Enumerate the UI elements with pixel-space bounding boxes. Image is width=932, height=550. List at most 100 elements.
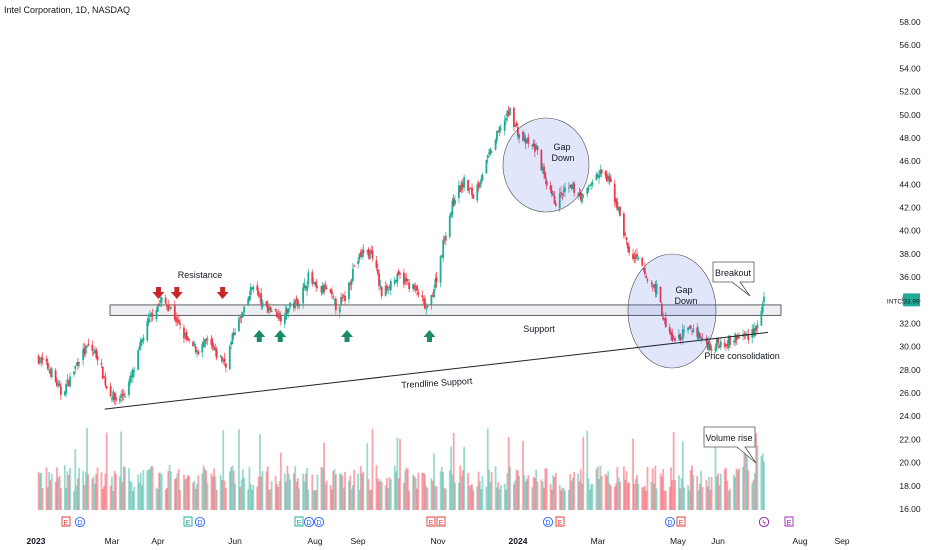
candle [349, 281, 352, 291]
volume-bar [719, 473, 722, 510]
volume-bar [277, 487, 280, 510]
candle-body [50, 368, 53, 378]
candle-body [451, 200, 454, 215]
volume-bar [458, 482, 460, 510]
volume-bar [252, 484, 255, 510]
volume-bar [344, 471, 346, 510]
candle-body [380, 286, 383, 297]
candle-body [598, 174, 600, 179]
candle-body [404, 277, 407, 282]
volume-bar [485, 486, 488, 510]
candle-body [659, 286, 662, 303]
candle-body [505, 117, 507, 121]
candle [388, 284, 391, 291]
volume-bar [167, 471, 170, 510]
gap-down-circle [627, 253, 717, 369]
candle-body [663, 318, 666, 320]
candle [333, 298, 336, 305]
candle-body [224, 363, 227, 368]
candle [69, 372, 71, 388]
candle-body [213, 346, 215, 350]
candle [257, 287, 260, 299]
candle-body [605, 174, 608, 182]
candle-body [600, 169, 603, 174]
candle [221, 356, 223, 364]
candle [651, 281, 654, 292]
volume-bar [626, 483, 629, 510]
candle [595, 172, 598, 181]
candle [408, 279, 411, 293]
candle [179, 318, 181, 330]
time-tick-label: 2023 [27, 536, 46, 546]
time-tick-label: Mar [591, 536, 606, 546]
volume-bar [581, 483, 583, 510]
candle [313, 281, 316, 286]
volume-bar [509, 466, 511, 510]
candle [287, 307, 290, 318]
candle-body [73, 371, 75, 375]
candle [698, 332, 701, 339]
candle-body [727, 335, 730, 348]
volume-bar [709, 490, 712, 510]
volume-bar [91, 478, 94, 510]
candle [513, 106, 515, 132]
candle-body [439, 256, 442, 283]
candle-body [321, 285, 324, 294]
breakout-callout [712, 261, 755, 297]
candle-body [232, 333, 235, 336]
volume-bar [75, 485, 78, 510]
volume-bar [321, 467, 324, 510]
candle [579, 188, 582, 202]
candle [111, 396, 113, 403]
candle-body [763, 296, 765, 303]
candle-body [531, 145, 534, 147]
candle-body [442, 239, 445, 259]
candle [499, 123, 502, 134]
candle [243, 305, 246, 316]
candle [404, 274, 407, 286]
volume-bar [307, 489, 310, 510]
volume-bar [439, 471, 442, 510]
candle [376, 263, 379, 276]
volume-bar [734, 477, 737, 510]
earnings-marker-shape [676, 516, 686, 527]
candle-body [725, 345, 727, 347]
candle-body [59, 386, 62, 395]
candle [587, 184, 590, 193]
time-tick-label: Aug [307, 536, 322, 546]
candle [223, 352, 226, 366]
dividend-marker-shape [303, 516, 315, 528]
time-tick-label: Apr [151, 536, 164, 546]
candle-body [260, 293, 263, 306]
volume-bar [527, 475, 530, 510]
candle [40, 355, 43, 367]
volume-bar [67, 475, 70, 510]
candle [416, 284, 418, 297]
candle-body [650, 282, 653, 284]
candles [37, 106, 765, 406]
volume-bar [549, 483, 552, 510]
volume-bar [370, 489, 373, 510]
volume-bar [421, 473, 424, 510]
volume-bar [101, 489, 104, 510]
volume-bar [265, 471, 268, 510]
candle [544, 171, 547, 184]
candle-body [164, 297, 167, 304]
candle [141, 338, 143, 347]
volume-bar [306, 467, 308, 510]
candle-body [248, 295, 251, 302]
volume-bar [513, 484, 515, 510]
volume-bar [607, 471, 610, 510]
volume-bar [48, 472, 50, 510]
candle-body [645, 276, 648, 278]
candle-body [95, 349, 98, 358]
candle-body [486, 155, 489, 159]
candle-body [210, 338, 213, 346]
candle-body [166, 304, 168, 307]
earnings-event-marker: E [784, 516, 794, 527]
candle [258, 293, 261, 302]
candle-body [564, 187, 566, 192]
candle [560, 186, 562, 199]
volume-bar [379, 479, 382, 510]
